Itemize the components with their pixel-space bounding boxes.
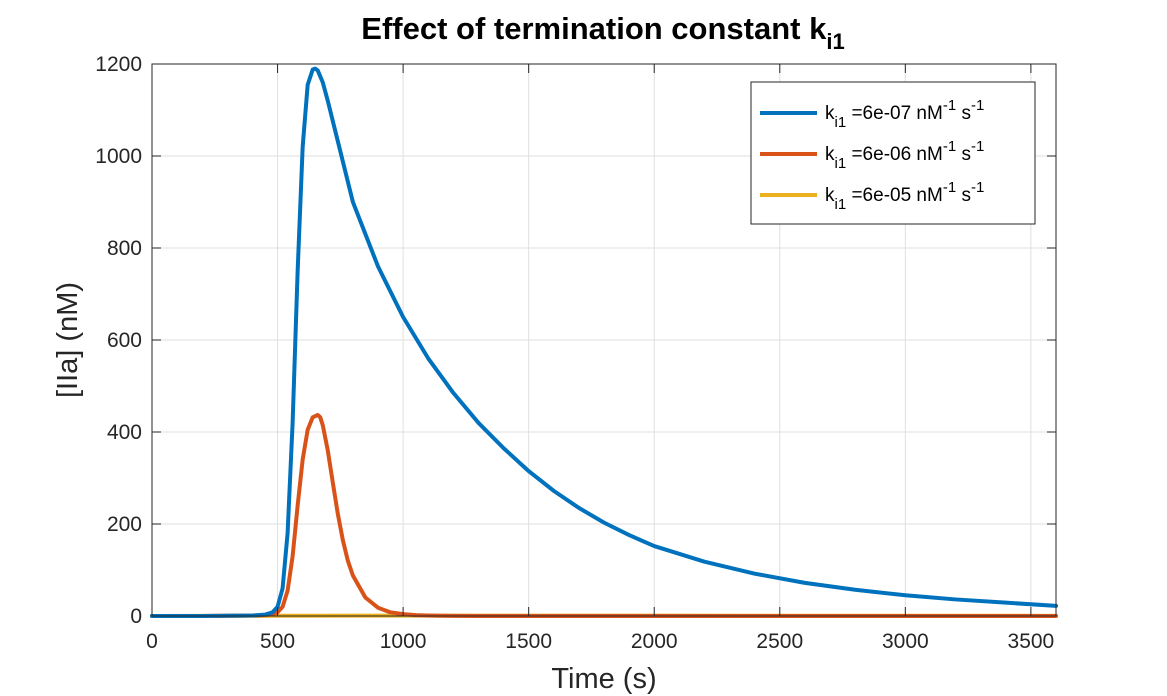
series-line-1 <box>150 66 1058 618</box>
legend-superscript: -1 <box>971 138 984 155</box>
x-tick-label: 2000 <box>631 630 678 653</box>
legend-k: k <box>825 103 835 124</box>
legend-k: k <box>825 185 835 206</box>
legend-k: k <box>825 144 835 165</box>
y-tick-label: 600 <box>107 329 142 352</box>
y-tick-label: 1000 <box>95 145 142 168</box>
legend-superscript: -1 <box>943 138 956 155</box>
legend-value: =6e-07 nM <box>846 103 943 124</box>
y-tick-label: 400 <box>107 421 142 444</box>
legend-unit: s <box>956 185 971 206</box>
y-tick-label: 1200 <box>95 53 142 76</box>
legend-label-2: ki1 =6e-06 nM-1 s-1 <box>825 138 984 172</box>
x-tick-label: 2500 <box>756 630 803 653</box>
y-tick-label: 800 <box>107 237 142 260</box>
legend-superscript: -1 <box>971 179 984 196</box>
legend-label-1: ki1 =6e-07 nM-1 s-1 <box>825 97 984 131</box>
x-axis-label: Time (s) <box>551 663 656 695</box>
legend-unit: s <box>956 144 971 165</box>
legend-superscript: -1 <box>943 97 956 114</box>
legend-subscript: i1 <box>835 155 847 172</box>
x-tick-label: 500 <box>260 630 295 653</box>
x-tick-label: 1000 <box>380 630 427 653</box>
legend-subscript: i1 <box>835 196 847 213</box>
y-tick-label: 200 <box>107 513 142 536</box>
legend-superscript: -1 <box>971 97 984 114</box>
ticks: 0 500 1000 1500 2000 2500 3000 3500 0 200 400 600 80… <box>95 53 1056 653</box>
y-axis-label: [IIa] (nM) <box>52 282 84 398</box>
x-tick-label: 0 <box>146 630 158 653</box>
chart-title: Effect of termination constant ki1 <box>361 11 844 54</box>
x-tick-label: 3500 <box>1008 630 1055 653</box>
legend-label-3: ki1 =6e-05 nM-1 s-1 <box>825 179 984 213</box>
x-tick-label: 3000 <box>882 630 929 653</box>
chart-title-subscript: i1 <box>826 29 844 54</box>
legend-value: =6e-05 nM <box>846 185 943 206</box>
grid <box>152 63 1056 616</box>
y-tick-label: 0 <box>130 605 142 628</box>
legend-subscript: i1 <box>835 114 847 131</box>
x-tick-label: 1500 <box>505 630 552 653</box>
legend-unit: s <box>956 103 971 124</box>
legend-superscript: -1 <box>943 179 956 196</box>
legend-value: =6e-06 nM <box>846 144 943 165</box>
